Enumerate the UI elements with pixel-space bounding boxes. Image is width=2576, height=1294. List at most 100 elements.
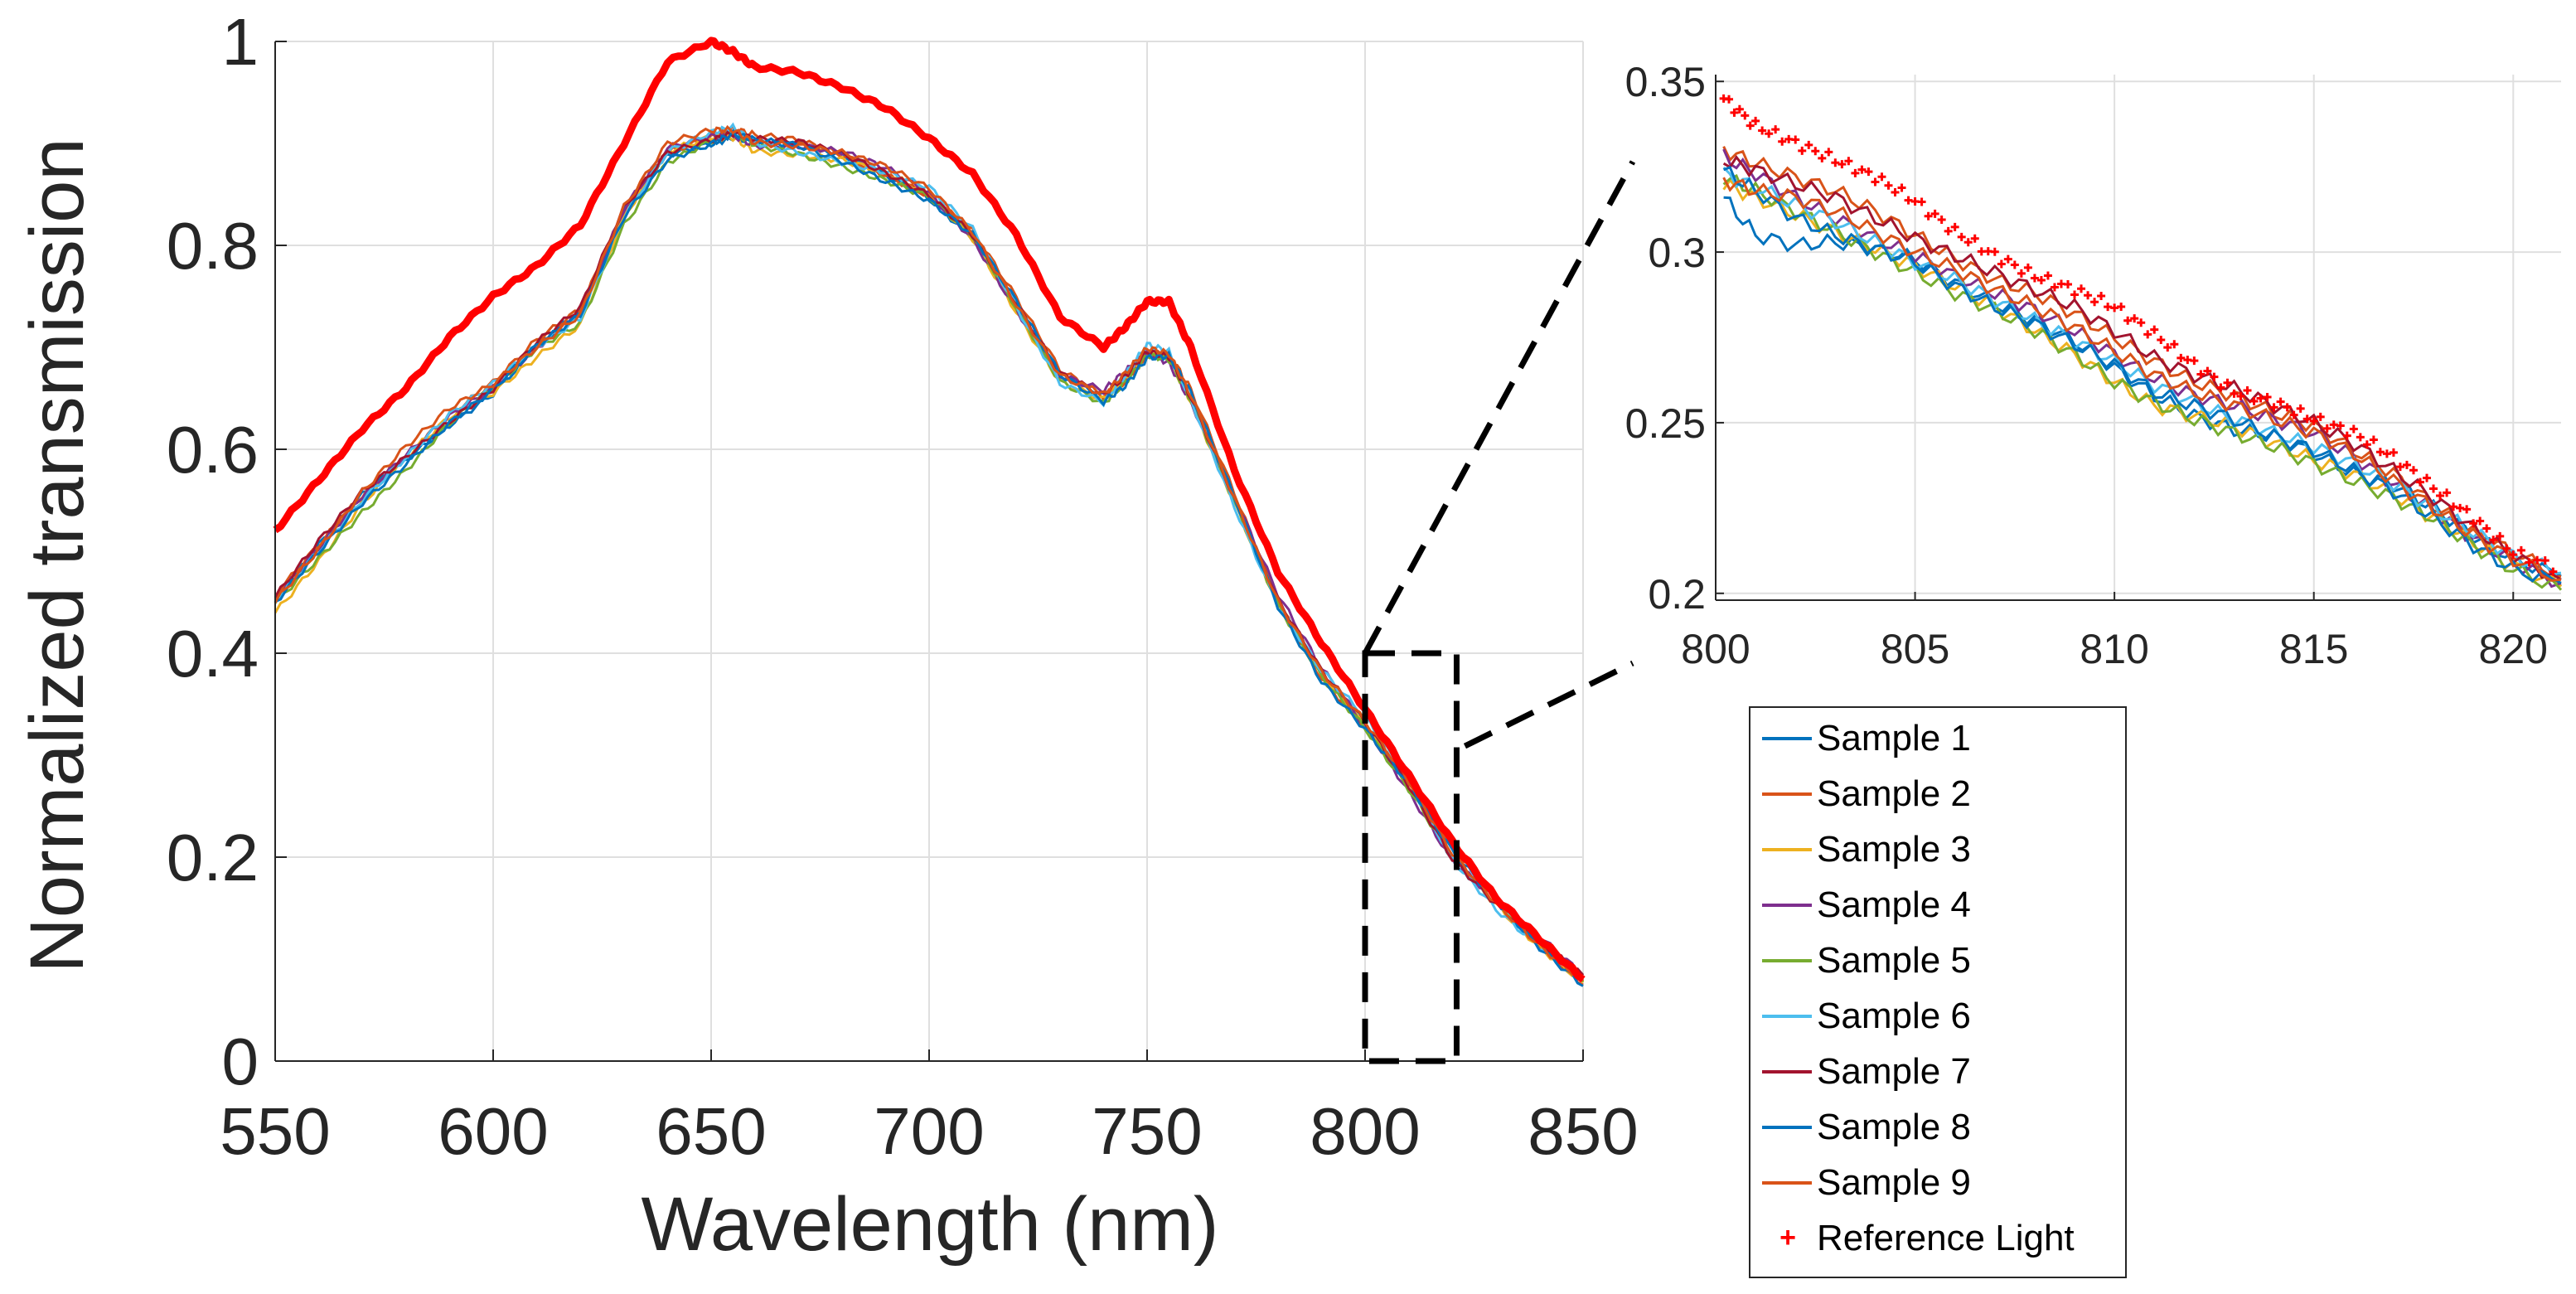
inset-reference-marker: [2443, 488, 2452, 497]
zoom-connector-top: [1362, 160, 1636, 655]
legend-entry: Sample 1: [1750, 711, 2128, 766]
inset-reference-marker: [1957, 232, 1966, 241]
inset-reference-marker: [2349, 424, 2358, 434]
main-x-tick-label: 850: [1528, 1094, 1638, 1168]
inset-reference-marker: [2150, 325, 2159, 334]
inset-reference-marker: [2549, 567, 2558, 576]
legend-entry: Sample 4: [1750, 878, 2128, 933]
legend-label: Sample 1: [1817, 718, 1971, 758]
legend-swatch: [1762, 1015, 1812, 1018]
inset-x-tick-label: 820: [2479, 626, 2548, 672]
inset-reference-marker: [2269, 403, 2278, 412]
inset-reference-marker: [2509, 550, 2518, 560]
inset-reference-marker: [1970, 234, 1979, 243]
legend-swatch: [1762, 904, 1812, 907]
inset-reference-marker: [2395, 463, 2404, 472]
inset-reference-marker: [2077, 284, 2086, 293]
inset-reference-marker: [2462, 505, 2472, 514]
inset-reference-marker: [2276, 397, 2285, 406]
inset-reference-marker: [1871, 177, 1880, 187]
inset-reference-marker: [2064, 280, 2072, 289]
legend-swatch: [1762, 1070, 1812, 1073]
inset-reference-marker: [1937, 215, 1946, 224]
inset-reference-marker: [1811, 147, 1820, 156]
inset-reference-marker: [1851, 168, 1860, 177]
inset-x-tick-label: 810: [2080, 626, 2148, 672]
legend-entry: Sample 6: [1750, 989, 2128, 1044]
inset-reference-marker: [2070, 290, 2080, 299]
inset-reference-marker: [1838, 160, 1847, 169]
inset-reference-marker: [2030, 274, 2039, 283]
main-y-tick-label: 0: [222, 1025, 259, 1098]
inset-reference-marker: [1930, 209, 1939, 218]
inset-reference-marker: [2043, 271, 2052, 280]
inset-reference-marker: [1741, 111, 1750, 120]
inset-reference-marker: [1891, 188, 1900, 197]
inset-reference-marker: [2236, 391, 2245, 400]
inset-reference-marker: [2436, 491, 2445, 500]
inset-reference-marker: [2263, 393, 2272, 402]
inset-reference-marker: [1730, 108, 1739, 117]
legend-label: Sample 9: [1817, 1162, 1971, 1203]
inset-reference-marker: [2170, 340, 2179, 349]
legend-swatch: [1762, 959, 1812, 962]
inset-reference-marker: [2389, 448, 2398, 457]
main-y-tick-label: 0.2: [167, 821, 259, 894]
legend-entry: Sample 8: [1750, 1100, 2128, 1155]
inset-reference-marker: [2502, 544, 2511, 553]
inset-reference-marker: [2003, 254, 2012, 264]
inset-reference-marker: [2123, 316, 2133, 325]
inset-y-tick-label: 0.3: [1648, 230, 1706, 276]
inset-reference-marker: [1818, 153, 1827, 162]
inset-reference-marker: [2423, 473, 2432, 482]
legend-entry: Sample 3: [1750, 822, 2128, 877]
legend-entry: Sample 5: [1750, 933, 2128, 988]
inset-reference-marker: [2342, 431, 2351, 440]
inset-reference-marker: [1897, 183, 1906, 192]
inset-reference-marker: [2336, 421, 2345, 430]
main-x-axis-label: Wavelength (nm): [641, 1182, 1218, 1267]
inset-reference-marker: [1725, 95, 1734, 104]
legend: Sample 1 Sample 2 Sample 3 Sample 4 Sample 5…: [1749, 706, 2127, 1278]
inset-reference-marker: [2036, 276, 2046, 285]
inset-reference-marker: [2296, 404, 2305, 413]
legend-entry: Sample 7: [1750, 1044, 2128, 1099]
inset-reference-marker: [2190, 356, 2199, 366]
main-y-tick-label: 0.8: [167, 209, 259, 283]
inset-reference-marker: [2084, 291, 2093, 300]
legend-label: Sample 4: [1817, 884, 1971, 925]
inset-reference-marker: [1778, 137, 1787, 146]
inset-reference-marker: [2143, 330, 2152, 339]
legend-label: Sample 3: [1817, 829, 1971, 870]
inset-reference-marker: [1765, 129, 1774, 138]
main-x-tick-label: 650: [656, 1094, 766, 1168]
inset-reference-marker: [2482, 524, 2491, 533]
inset-reference-marker: [2210, 372, 2219, 381]
legend-label: Sample 2: [1817, 773, 1971, 814]
legend-label: Sample 7: [1817, 1051, 1971, 1092]
inset-reference-marker: [2525, 558, 2534, 567]
inset-reference-marker: [2289, 410, 2298, 419]
inset-reference-marker: [1997, 259, 2006, 269]
inset-reference-marker: [1758, 126, 1767, 135]
inset-reference-marker: [2469, 519, 2478, 528]
inset-reference-marker: [1751, 116, 1760, 125]
inset-reference-marker: [1771, 125, 1780, 134]
inset-reference-marker: [1864, 167, 1873, 177]
inset-reference-marker: [1963, 238, 1973, 247]
inset-reference-marker: [2449, 502, 2458, 511]
inset-reference-marker: [2196, 370, 2206, 379]
inset-reference-marker: [2540, 556, 2549, 565]
legend-swatch: [1762, 792, 1812, 796]
inset-axes: [1715, 75, 2561, 601]
inset-y-tick-label: 0.25: [1625, 400, 1706, 447]
inset-reference-marker: [1844, 157, 1853, 166]
legend-label: Sample 8: [1817, 1107, 1971, 1147]
main-series-group: [273, 36, 1586, 987]
inset-reference-marker: [2322, 424, 2331, 433]
inset-reference-marker: [2017, 269, 2026, 278]
inset-reference-marker: [1746, 121, 1755, 130]
inset-reference-marker: [2429, 484, 2438, 493]
